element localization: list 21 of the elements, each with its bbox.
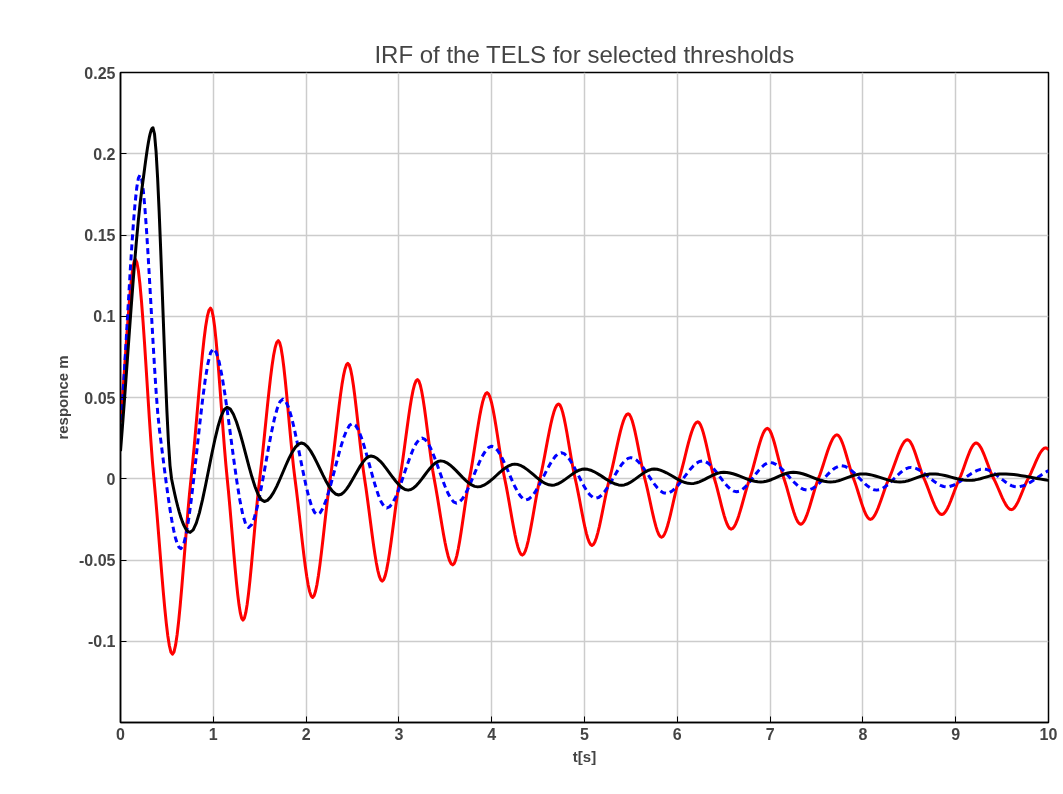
y-tick-label: 0.1 [93,308,116,326]
x-tick-label: 5 [580,725,590,743]
y-axis-title: responce m [54,355,72,440]
y-tick-label: -0.05 [79,552,116,569]
x-tick-label: 3 [394,725,404,743]
x-tick-label: 10 [1039,725,1058,743]
x-tick-label: 7 [765,725,775,743]
y-tick-label: 0.05 [84,389,116,407]
x-tick-label: 8 [858,725,868,743]
y-tick-label: -0.1 [87,633,116,651]
x-tick-label: 6 [672,725,682,743]
x-tick-label: 9 [951,725,961,743]
y-tick-label: 0 [106,470,116,488]
chart-title: IRF of the TELS for selected thresholds [374,40,795,68]
x-tick-label: 1 [208,725,218,743]
y-tick-label: 0.2 [93,145,116,163]
y-tick-label: 0.25 [84,64,116,82]
y-tick-label: 0.15 [84,227,116,244]
x-axis-title: t[s] [572,747,597,765]
x-tick-label: 2 [301,725,311,743]
x-tick-label: 4 [487,725,497,743]
